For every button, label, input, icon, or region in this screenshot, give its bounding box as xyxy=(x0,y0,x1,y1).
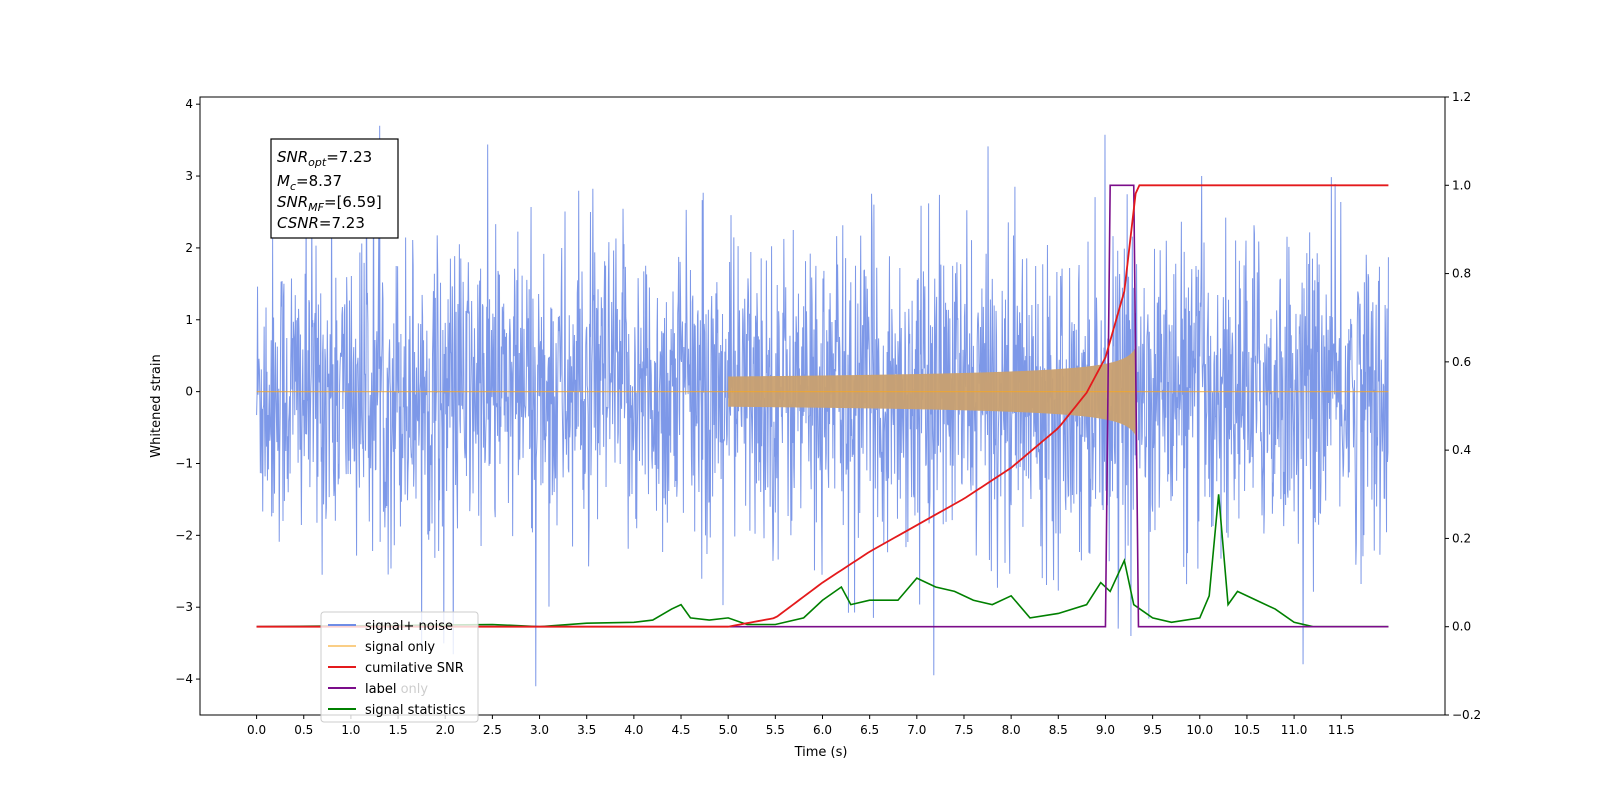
y2-tick-label: −0.2 xyxy=(1452,708,1481,722)
y-tick-label: 4 xyxy=(185,97,193,111)
x-tick-label: 1.5 xyxy=(389,723,408,737)
legend-label-signal-statistics: signal statistics xyxy=(365,703,466,718)
legend-label-signal-only: signal only xyxy=(365,640,435,655)
x-tick-label: 5.0 xyxy=(719,723,738,737)
mc-text: Mc=8.37 xyxy=(277,172,342,193)
x-axis-label: Time (s) xyxy=(794,745,848,760)
x-tick-label: 10.0 xyxy=(1186,723,1213,737)
legend-label-label: label xyxy=(365,682,396,697)
info-box: SNRopt=7.23 Mc=8.37 SNRMF=[6.59] CSNR=7.… xyxy=(270,138,399,239)
plot-area xyxy=(256,125,1389,687)
x-tick-label: 3.0 xyxy=(530,723,549,737)
y-tick-label: −4 xyxy=(175,672,193,686)
legend-label-label-only: label only xyxy=(365,682,428,697)
series-signal-statistics-line xyxy=(256,494,1389,628)
x-tick-label: 1.0 xyxy=(341,723,360,737)
legend: signal+ noise signal only cumilative SNR… xyxy=(320,611,479,723)
y2-tick-label: 0.6 xyxy=(1452,355,1471,369)
y2-tick-label: 1.0 xyxy=(1452,178,1471,192)
x-tick-label: 8.0 xyxy=(1002,723,1021,737)
y-tick-label: −2 xyxy=(175,528,193,542)
x-tick-label: 10.5 xyxy=(1234,723,1261,737)
y-tick-label: 2 xyxy=(185,241,193,255)
x-tick-label: 0.5 xyxy=(294,723,313,737)
y-tick-label: 1 xyxy=(185,313,193,327)
x-tick-label: 9.5 xyxy=(1143,723,1162,737)
y2-tick-label: 0.0 xyxy=(1452,620,1471,634)
y2-tick-label: 0.8 xyxy=(1452,267,1471,281)
x-tick-label: 2.0 xyxy=(436,723,455,737)
y2-tick-label: 0.4 xyxy=(1452,443,1471,457)
y2-tick-label: 1.2 xyxy=(1452,90,1471,104)
y-tick-label: −3 xyxy=(175,600,193,614)
x-tick-label: 11.0 xyxy=(1281,723,1308,737)
y-tick-label: 0 xyxy=(185,385,193,399)
x-tick-label: 8.5 xyxy=(1049,723,1068,737)
x-axis: 0.0 0.5 1.0 1.5 2.0 2.5 3.0 3.5 4.0 4.5 5.0 5.5 6.0 6… xyxy=(247,715,1355,737)
info-box-frame xyxy=(270,138,399,239)
legend-label-cumilative-snr: cumilative SNR xyxy=(365,661,464,676)
x-tick-label: 4.0 xyxy=(624,723,643,737)
legend-frame xyxy=(320,611,479,723)
snr-mf-text: SNRMF=[6.59] xyxy=(277,193,382,214)
y-axis-right: 1.2 1.0 0.8 0.6 0.4 0.2 0.0 −0.2 xyxy=(1445,90,1481,722)
y-tick-label: −1 xyxy=(175,456,193,470)
y-tick-label: 3 xyxy=(185,169,193,183)
x-tick-label: 7.5 xyxy=(954,723,973,737)
x-tick-label: 7.0 xyxy=(907,723,926,737)
y-axis-left: 4 3 2 1 0 −1 −2 −3 −4 xyxy=(175,97,200,686)
y-axis-label: Whitened strain xyxy=(149,354,164,457)
series-label-line xyxy=(256,184,1389,628)
x-tick-label: 2.5 xyxy=(483,723,502,737)
snr-opt-text: SNRopt=7.23 xyxy=(277,148,372,169)
x-tick-label: 4.5 xyxy=(671,723,690,737)
x-tick-label: 6.0 xyxy=(813,723,832,737)
x-tick-label: 9.0 xyxy=(1096,723,1115,737)
y2-tick-label: 0.2 xyxy=(1452,531,1471,545)
x-tick-label: 11.5 xyxy=(1328,723,1355,737)
x-tick-label: 0.0 xyxy=(247,723,266,737)
x-tick-label: 3.5 xyxy=(577,723,596,737)
x-tick-label: 6.5 xyxy=(860,723,879,737)
x-tick-label: 5.5 xyxy=(766,723,785,737)
legend-label-signal-noise: signal+ noise xyxy=(365,619,453,634)
csnr-text: CSNR=7.23 xyxy=(277,214,365,232)
